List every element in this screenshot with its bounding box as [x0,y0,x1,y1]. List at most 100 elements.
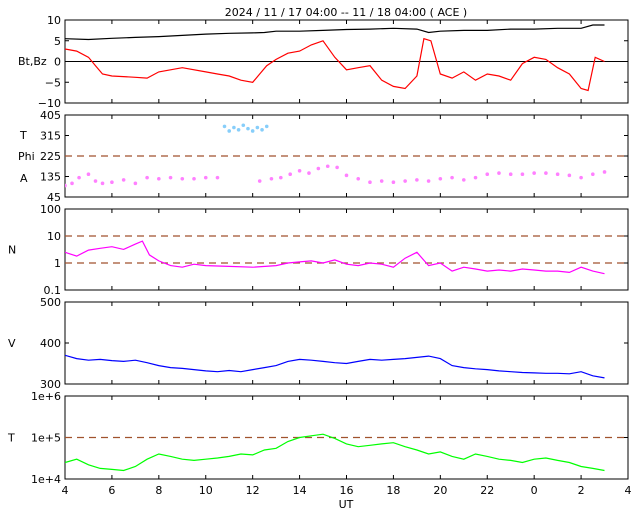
data-point [602,170,607,174]
panel-frame [64,208,629,291]
data-point [260,128,264,132]
chart-title: 2024 / 11 / 17 04:00 -- 11 / 18 04:00 ( … [225,6,467,19]
data-point [257,179,262,183]
series-phi-away- [222,123,269,133]
y-tick-label: 1e+4 [31,473,61,486]
y-tick-label: 10 [47,14,61,27]
series-line [65,354,605,379]
x-tick-label: 2 [578,484,585,497]
y-tick-label: 315 [40,130,61,143]
series-phi-toward- [65,164,607,188]
data-point [264,124,269,129]
series-n [65,240,605,275]
x-tick-label: 0 [531,484,538,497]
data-point [579,175,583,180]
data-point [279,175,283,180]
data-point [325,164,330,169]
panel-angles: 405 315 225 135 45 T Phi A [18,109,629,204]
x-tick-label: 16 [340,484,354,497]
data-point [250,129,255,133]
data-point [335,165,339,170]
data-point [157,176,161,181]
data-point [485,172,490,177]
series-bt [65,24,605,41]
data-point [65,183,67,188]
data-point [438,176,443,181]
data-point [473,175,478,180]
y-tick-label: 300 [40,378,61,391]
x-tick-label: 14 [293,484,307,497]
data-point [555,172,560,177]
y-tick-label: −5 [45,76,61,89]
y-tick-label: 225 [40,150,61,163]
data-point [222,124,227,129]
data-point [567,173,572,178]
data-point [379,179,384,183]
panel-label: Bt,Bz [18,55,47,68]
panel-label: V [8,337,16,350]
x-tick-label: 22 [480,484,494,497]
data-point [544,171,548,175]
data-point [497,171,501,175]
series-v [65,354,605,379]
data-point [133,181,138,186]
series-bz [65,37,605,92]
data-point [110,180,114,184]
panel-label: N [8,244,16,257]
panel-frame [64,301,629,385]
data-point [145,175,149,180]
panel-speed: 500 400 300 V [8,296,629,391]
panel-temperature: 1e+6 1e+5 1e+4 T [7,390,629,486]
data-point [288,172,293,177]
data-point [168,175,173,180]
y-tick-label: 10 [47,230,61,243]
x-tick-label: 4 [62,484,69,497]
y-tick-label: 1e+6 [31,390,61,403]
data-point [192,176,196,181]
data-point [368,180,372,184]
data-point [227,129,232,133]
data-point [450,175,454,180]
y-tick-label: 400 [40,337,61,350]
series-line [65,433,605,472]
data-point [86,172,91,177]
data-point [344,173,349,178]
data-point [461,178,466,182]
series-t [65,433,605,472]
data-point [297,169,302,173]
y-tick-label: 500 [40,296,61,309]
y-tick-label: −10 [38,97,61,110]
panel-label: A [20,172,28,185]
data-point [591,172,595,177]
series-line [65,24,605,41]
data-point [203,175,208,180]
data-point [508,172,513,177]
x-axis: 4 6 8 10 12 14 16 18 20 22 0 2 4 [62,484,632,497]
data-point [269,176,274,181]
x-tick-label: 8 [155,484,162,497]
data-point [70,181,74,186]
data-point [121,178,126,182]
data-point [403,179,407,183]
data-point [180,176,185,181]
series-line [65,240,605,275]
x-axis-label: UT [339,498,354,511]
x-tick-label: 18 [386,484,400,497]
data-point [316,166,321,171]
data-point [391,180,396,184]
y-tick-label: 45 [47,191,61,204]
data-point [232,125,236,130]
y-tick-label: 405 [40,109,61,122]
data-point [100,181,105,186]
x-tick-label: 10 [199,484,213,497]
data-point [415,178,419,182]
y-tick-label: 0 [54,56,61,69]
y-tick-label: 1e+5 [31,432,61,445]
data-point [532,171,536,175]
series-line [65,37,605,92]
data-point [236,128,241,132]
data-point [255,125,260,130]
data-point [356,176,361,181]
panel-label: T [19,129,27,142]
